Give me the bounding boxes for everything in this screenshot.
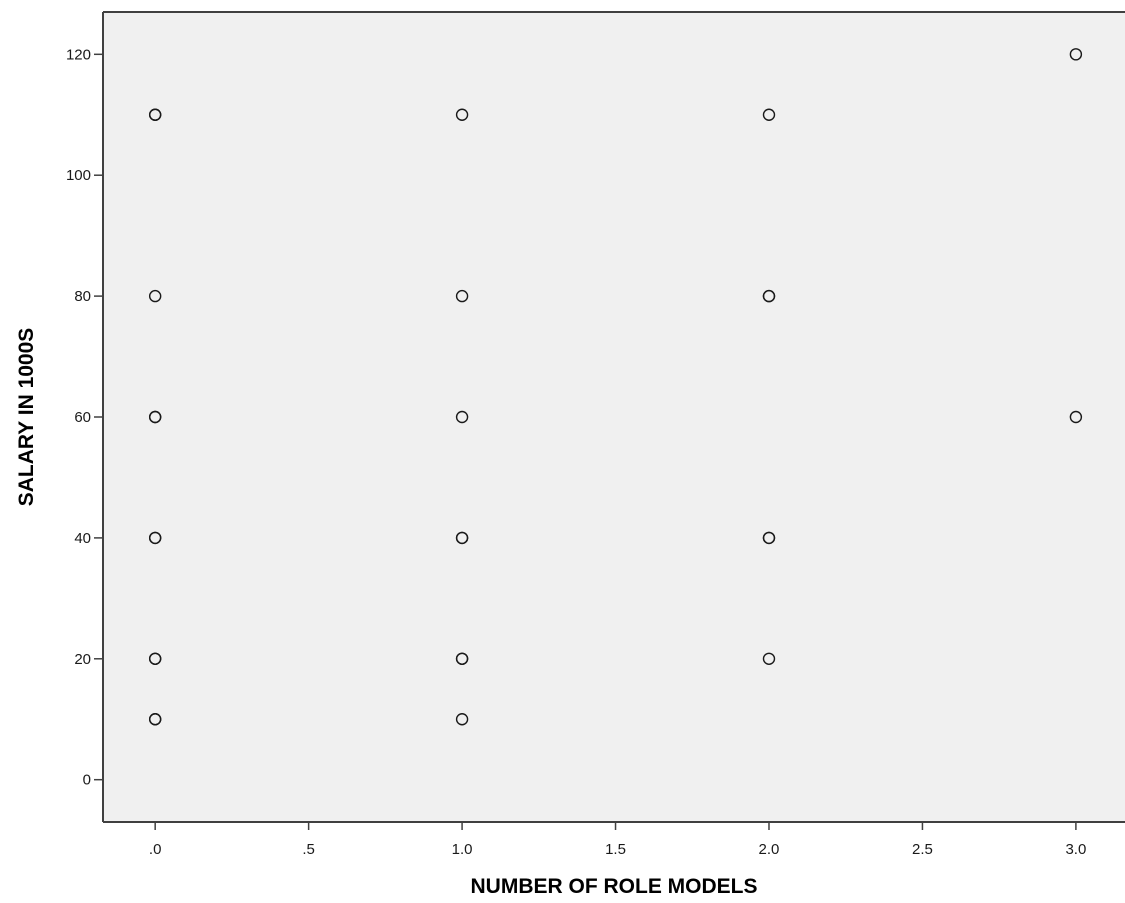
x-tick-label: .5 bbox=[302, 841, 315, 858]
x-tick-label: 3.0 bbox=[1065, 841, 1086, 858]
scatter-point bbox=[148, 713, 162, 726]
y-tick-label: 40 bbox=[74, 530, 91, 547]
x-axis-title: NUMBER OF ROLE MODELS bbox=[471, 875, 758, 898]
y-tick-label: 80 bbox=[74, 288, 91, 305]
scatter-point bbox=[762, 108, 776, 121]
x-tick-label: 2.5 bbox=[912, 841, 933, 858]
scatter-point bbox=[148, 108, 162, 121]
y-tick-label: 20 bbox=[74, 651, 91, 668]
y-tick-label: 120 bbox=[66, 46, 91, 63]
scatter-point bbox=[762, 652, 776, 665]
scatter-point bbox=[1069, 48, 1083, 61]
y-tick-label: 60 bbox=[74, 409, 91, 426]
scatter-point bbox=[455, 108, 469, 121]
y-axis-title: SALARY IN 1000S bbox=[15, 328, 38, 507]
x-tick-label: 1.0 bbox=[452, 841, 473, 858]
scatter-point bbox=[455, 652, 469, 665]
scatter-point bbox=[762, 531, 776, 545]
x-tick-label: 2.0 bbox=[759, 841, 780, 858]
plot-area bbox=[103, 12, 1125, 822]
y-tick-label: 0 bbox=[83, 772, 91, 789]
scatter-point bbox=[455, 713, 469, 726]
scatter-point bbox=[762, 289, 776, 303]
y-axis-ticks: 0 20 40 60 80 100 120 bbox=[66, 46, 103, 789]
scatter-point bbox=[148, 410, 162, 424]
scatter-point bbox=[148, 531, 162, 545]
x-tick-label: 1.5 bbox=[605, 841, 626, 858]
scatter-point bbox=[148, 289, 162, 303]
scatter-point bbox=[455, 531, 469, 545]
scatter-point bbox=[1069, 410, 1083, 424]
scatter-point bbox=[455, 410, 469, 424]
scatter-point bbox=[148, 652, 162, 665]
scatter-point bbox=[455, 289, 469, 303]
y-tick-label: 100 bbox=[66, 167, 91, 184]
x-axis-ticks: .0 .5 1.0 1.5 2.0 2.5 3.0 bbox=[149, 822, 1086, 858]
data-points bbox=[148, 48, 1083, 726]
x-tick-label: .0 bbox=[149, 841, 162, 858]
